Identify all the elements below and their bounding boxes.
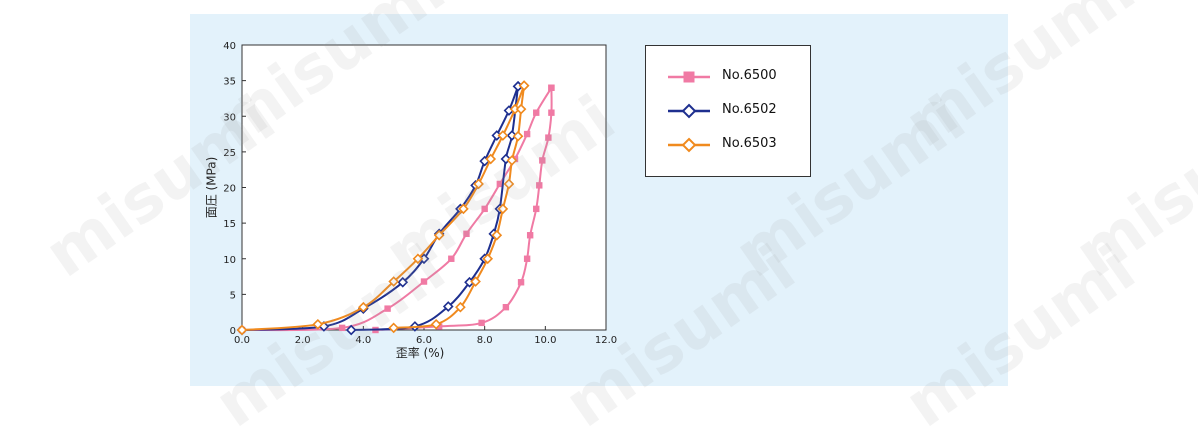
data-point bbox=[497, 130, 509, 141]
data-point bbox=[458, 203, 469, 215]
data-point bbox=[478, 319, 485, 327]
data-point bbox=[539, 157, 546, 164]
data-point bbox=[523, 130, 531, 138]
data-point bbox=[388, 276, 399, 287]
y-tick-label: 35 bbox=[223, 77, 236, 88]
data-point bbox=[482, 253, 494, 265]
data-point bbox=[515, 103, 527, 115]
x-tick-label: 0.0 bbox=[234, 335, 250, 346]
data-point bbox=[496, 180, 504, 188]
data-point bbox=[502, 304, 510, 311]
data-point bbox=[442, 301, 454, 312]
data-point bbox=[517, 279, 525, 286]
data-point bbox=[506, 155, 518, 166]
y-tick-label: 20 bbox=[223, 184, 236, 195]
data-point bbox=[473, 178, 484, 190]
data-point bbox=[548, 109, 555, 116]
legend-label: No.6503 bbox=[722, 136, 777, 151]
data-point bbox=[420, 278, 428, 285]
data-point bbox=[491, 229, 503, 241]
y-tick-label: 15 bbox=[223, 219, 236, 230]
x-tick-label: 8.0 bbox=[477, 335, 493, 346]
data-point bbox=[503, 178, 515, 190]
diamond-marker-icon bbox=[668, 137, 710, 153]
square-marker-icon bbox=[668, 71, 710, 83]
x-tick-label: 6.0 bbox=[416, 335, 432, 346]
y-tick-label: 5 bbox=[230, 290, 236, 301]
legend-item-no6500: No.6500 bbox=[646, 67, 810, 87]
data-point bbox=[481, 205, 488, 213]
data-point bbox=[433, 229, 445, 241]
data-point bbox=[463, 230, 470, 238]
data-point bbox=[523, 255, 531, 262]
x-axis-label: 歪率 (%) bbox=[396, 345, 445, 360]
data-point bbox=[338, 324, 346, 332]
x-tick-label: 12.0 bbox=[595, 335, 617, 346]
data-point bbox=[236, 324, 248, 336]
data-point bbox=[384, 305, 391, 312]
y-tick-label: 10 bbox=[223, 255, 236, 266]
y-tick-label: 25 bbox=[223, 148, 236, 159]
data-point bbox=[485, 153, 497, 165]
legend-label: No.6502 bbox=[722, 102, 777, 117]
y-tick-label: 0 bbox=[230, 326, 236, 337]
data-point bbox=[536, 182, 543, 189]
data-point bbox=[512, 130, 524, 142]
data-point bbox=[470, 276, 481, 287]
series-line-unloading bbox=[351, 86, 519, 331]
data-point bbox=[412, 253, 424, 265]
data-point bbox=[526, 232, 534, 239]
data-point bbox=[545, 134, 552, 141]
x-tick-label: 10.0 bbox=[534, 335, 556, 346]
data-point bbox=[448, 255, 455, 262]
x-tick-label: 2.0 bbox=[295, 335, 311, 346]
data-point bbox=[506, 130, 518, 141]
data-point bbox=[397, 276, 409, 288]
data-point bbox=[345, 324, 357, 336]
x-tick-label: 4.0 bbox=[355, 335, 371, 346]
legend: No.6500 No.6502 No.6503 bbox=[645, 45, 811, 177]
data-point bbox=[518, 80, 530, 91]
y-axis-label: 面圧 (MPa) bbox=[205, 157, 219, 219]
data-point bbox=[312, 318, 324, 330]
data-point bbox=[388, 322, 399, 334]
diamond-marker-icon bbox=[668, 103, 710, 119]
legend-item-no6502: No.6502 bbox=[646, 101, 810, 121]
data-point bbox=[533, 205, 540, 213]
data-point bbox=[533, 109, 540, 116]
data-point bbox=[548, 84, 555, 91]
data-point bbox=[497, 203, 509, 215]
legend-label: No.6500 bbox=[722, 68, 777, 83]
y-tick-label: 30 bbox=[223, 112, 236, 123]
plot-layer: 0 5 10 15 20 25 30 35 40 0.0 2.0 4.0 6.0 8.0 10.0 12.0 bbox=[223, 41, 617, 346]
legend-item-no6503: No.6503 bbox=[646, 135, 810, 155]
data-point bbox=[358, 301, 369, 313]
y-tick-label: 40 bbox=[223, 41, 236, 52]
data-point bbox=[455, 301, 466, 313]
data-point bbox=[430, 318, 442, 330]
data-point bbox=[500, 153, 512, 165]
